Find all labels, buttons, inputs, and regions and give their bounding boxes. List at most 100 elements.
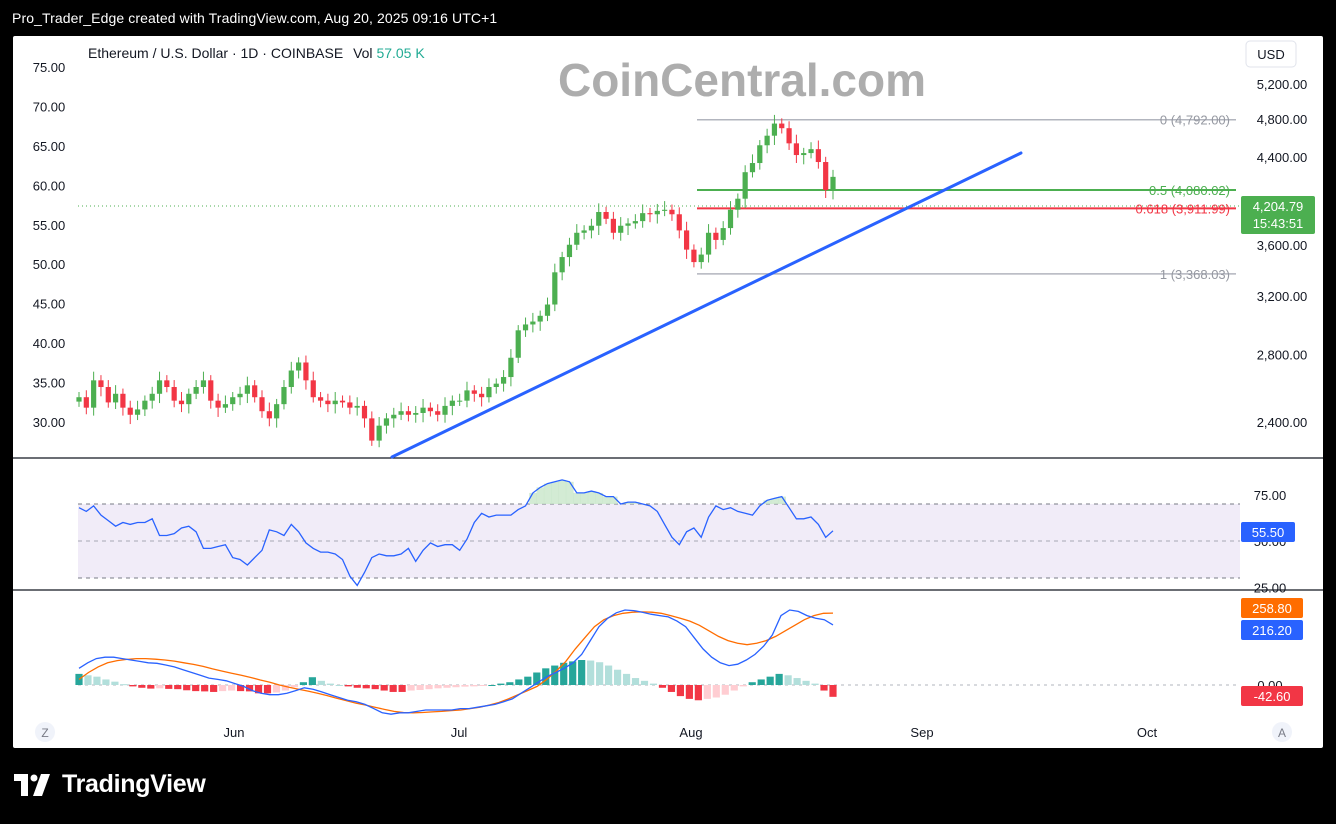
fib-level-label: 0 (4,792.00)	[1160, 113, 1230, 128]
candle-body	[369, 418, 375, 441]
rsi-overbought-fill	[565, 481, 574, 504]
macd-histogram-bar	[335, 685, 343, 686]
candle-body	[332, 400, 338, 405]
tradingview-logo[interactable]: TradingView	[14, 770, 206, 799]
macd-histogram-bar	[712, 685, 720, 698]
right-axis[interactable]: 5,200.00 4,800.00 4,400.00 3,600.00 3,200.00…	[1257, 77, 1308, 430]
rsi-overbought-fill	[543, 483, 552, 504]
macd-histogram-bar	[452, 685, 460, 688]
symbol-title: Ethereum / U.S. Dollar · 1D · COINBASE	[88, 45, 343, 61]
rsi-overbought-fill	[551, 481, 559, 504]
macd-histogram-bar	[766, 676, 774, 685]
candle-body	[376, 425, 382, 441]
candle-body	[544, 304, 551, 316]
candle-body	[288, 370, 294, 388]
time-tick-label: Oct	[1137, 725, 1158, 740]
candle-body	[339, 400, 346, 403]
fibonacci-retracement[interactable]: 0 (4,792.00) 0.5 (4,080.02) 0.618 (3,911.9…	[697, 113, 1236, 282]
candle-body	[303, 362, 309, 381]
auto-scale-left-button[interactable]: Z	[35, 722, 55, 742]
macd-histogram-bar	[326, 683, 334, 685]
candle-body	[559, 257, 565, 273]
tradingview-brand: TradingView	[62, 770, 206, 798]
macd-signal-line	[78, 611, 834, 714]
macd-histogram-bar	[461, 685, 469, 687]
candle-body	[347, 402, 353, 408]
candle-body	[215, 400, 221, 408]
candle-body	[134, 409, 141, 415]
last-price-tag: 4,204.79 15:43:51	[1241, 196, 1315, 234]
watermark: CoinCentral.com	[558, 54, 926, 106]
candle-body	[127, 407, 133, 415]
macd-histogram-bar	[703, 685, 711, 699]
macd-histogram-bar	[721, 685, 729, 695]
time-tick-label: Jun	[224, 725, 245, 740]
candle-body	[749, 163, 756, 173]
left-tick-label: 70.00	[33, 99, 66, 114]
candle-body	[486, 387, 492, 398]
last-price-value: 4,204.79	[1253, 199, 1304, 214]
candle-body	[391, 414, 397, 419]
candle-body	[801, 153, 807, 156]
macd-histogram-bar	[820, 685, 828, 691]
candle-body	[771, 123, 778, 136]
candle-body	[244, 385, 250, 394]
macd-histogram-bar	[272, 685, 281, 693]
candle-body	[522, 324, 529, 331]
candle-body	[757, 145, 763, 164]
candle-body	[720, 228, 726, 240]
macd-histogram-bar	[398, 685, 406, 692]
candle-body	[479, 393, 485, 398]
left-tick-label: 75.00	[33, 60, 66, 75]
macd-histogram-bar	[84, 675, 92, 685]
left-axis[interactable]: 75.00 70.00 65.00 60.00 55.00 50.00 45.00 40.00…	[33, 60, 66, 430]
candle-body	[142, 400, 148, 410]
chart-caption: Pro_Trader_Edge created with TradingView…	[12, 10, 498, 26]
trendline[interactable]	[390, 151, 1023, 459]
candle-body	[662, 209, 668, 211]
candle-body	[274, 404, 280, 419]
macd-histogram-bar	[245, 685, 254, 692]
candle-body	[669, 209, 675, 215]
fib-level-label: 1 (3,368.03)	[1160, 267, 1230, 282]
left-tick-label: 65.00	[33, 139, 66, 154]
macd-histogram-bar	[739, 685, 747, 687]
macd-histogram-bar	[605, 665, 613, 685]
macd-histogram-bar	[317, 680, 325, 685]
macd-histogram-bar	[596, 662, 604, 685]
candle-body	[120, 393, 126, 408]
rsi-overbought-fill	[529, 492, 538, 504]
candle-body	[252, 385, 258, 398]
candle-body	[186, 393, 192, 405]
macd-histogram-bar	[631, 678, 640, 685]
macd-histogram-bar	[488, 685, 496, 686]
candle-body	[596, 212, 602, 226]
macd-histogram-bar	[416, 685, 424, 690]
histogram-current-value: -42.60	[1254, 689, 1291, 704]
auto-scale-right-button[interactable]: A	[1272, 722, 1292, 742]
chart-panel[interactable]	[13, 36, 1323, 748]
candle-body	[471, 390, 477, 394]
candle-body	[259, 397, 265, 412]
macd-histogram-bar	[470, 685, 478, 687]
currency-button[interactable]: USD	[1245, 40, 1297, 68]
rsi-tick-label: 25.00	[1254, 580, 1287, 595]
macd-histogram-bar	[308, 677, 316, 685]
candle-body	[515, 330, 521, 358]
symbol-legend: Ethereum / U.S. Dollar · 1D · COINBASE V…	[88, 45, 425, 61]
candlestick-series	[76, 114, 836, 448]
left-tick-label: 50.00	[33, 257, 66, 272]
time-axis[interactable]: Jun Jul Aug Sep Oct	[224, 725, 1158, 740]
candle-body	[405, 411, 412, 415]
left-tick-label: 35.00	[33, 376, 66, 391]
macd-histogram-bar	[587, 660, 595, 685]
macd-histogram-bar	[640, 680, 649, 685]
candle-body	[808, 149, 814, 154]
macd-histogram-bar	[613, 669, 622, 685]
macd-histogram-bar	[290, 685, 299, 688]
rsi-value-tag: 55.50	[1241, 522, 1295, 542]
candle-body	[464, 390, 470, 401]
macd-histogram-bar	[793, 678, 801, 685]
tradingview-logo-icon	[14, 773, 50, 796]
